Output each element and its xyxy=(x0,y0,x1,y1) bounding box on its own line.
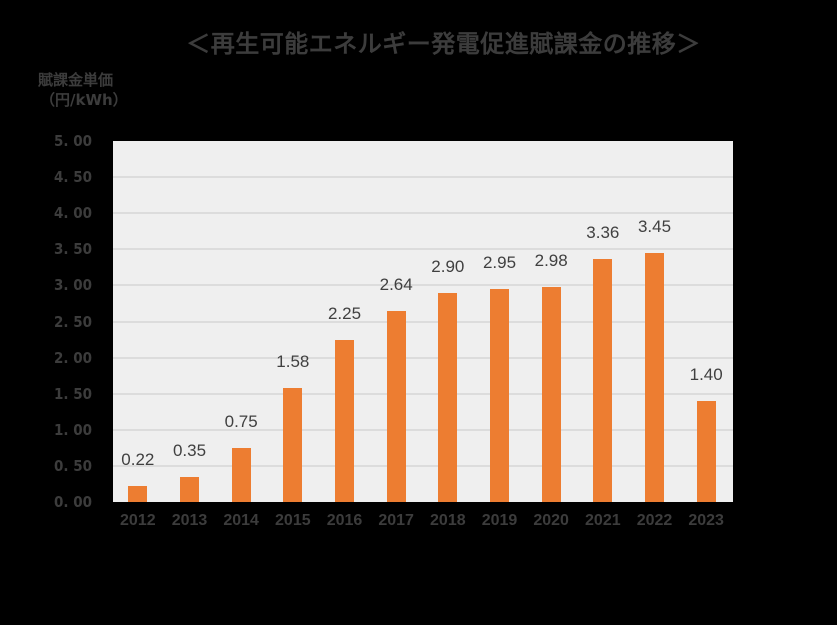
gridline xyxy=(113,248,733,251)
x-tick-label: 2022 xyxy=(636,512,673,529)
bar-2023 xyxy=(696,400,716,502)
value-label-2017: 2.64 xyxy=(379,275,413,295)
gridline xyxy=(113,356,733,359)
x-tick-label: 2023 xyxy=(688,512,724,529)
x-tick-label: 2013 xyxy=(171,512,208,529)
bar-2022 xyxy=(645,252,664,502)
plot-area xyxy=(113,141,733,502)
x-tick-label: 2018 xyxy=(430,512,466,529)
bar-2019 xyxy=(490,289,509,502)
value-label-2016: 2.25 xyxy=(327,303,362,323)
x-tick-label: 2015 xyxy=(275,512,311,529)
y-tick-label: 1. 00 xyxy=(54,420,92,439)
gridline xyxy=(113,320,733,323)
bar-2015 xyxy=(283,387,303,502)
value-label-2018: 2.90 xyxy=(431,256,465,276)
x-tick-label: 2021 xyxy=(585,512,621,529)
bar-2021 xyxy=(593,259,613,502)
bar-2014 xyxy=(231,447,251,502)
y-tick-label: 5. 00 xyxy=(54,132,92,150)
gridline xyxy=(113,464,733,467)
bar-2016 xyxy=(335,339,354,502)
bar-2020 xyxy=(541,286,561,502)
y-tick-label: 0. 50 xyxy=(54,456,92,475)
y-tick-label: 3. 50 xyxy=(54,240,92,259)
x-tick-label: 2019 xyxy=(481,512,518,529)
y-tick-label: 3. 00 xyxy=(54,276,92,295)
value-label-2019: 2.95 xyxy=(482,253,517,272)
x-tick-label: 2017 xyxy=(378,512,414,529)
y-tick-label: 0. 00 xyxy=(54,493,92,511)
gridline xyxy=(113,176,733,179)
x-tick-label: 2012 xyxy=(120,512,156,529)
x-tick-label: 2016 xyxy=(326,512,363,529)
y-tick-label: 2. 50 xyxy=(54,312,92,331)
y-axis-label-line1: 賦課金単価 xyxy=(38,71,114,89)
value-label-2022: 3.45 xyxy=(637,216,672,236)
gridline xyxy=(113,392,733,395)
value-label-2020: 2.98 xyxy=(534,250,568,270)
bar-2012 xyxy=(128,486,148,502)
value-label-2014: 0.75 xyxy=(224,411,258,431)
gridline xyxy=(113,428,733,431)
y-axis-label-line2: （円/kWh） xyxy=(40,91,128,109)
y-tick-label: 4. 50 xyxy=(54,168,92,187)
x-tick-label: 2020 xyxy=(533,512,569,529)
y-axis-label: 賦課金単価 （円/kWh） xyxy=(38,70,128,110)
bar-2013 xyxy=(180,476,199,502)
chart-title: ＜再生可能エネルギー発電促進賦課金の推移＞ xyxy=(186,30,701,58)
bar-2018 xyxy=(438,292,458,502)
value-label-2012: 0.22 xyxy=(121,450,155,470)
gridline xyxy=(113,284,733,287)
x-tick-label: 2014 xyxy=(223,512,259,529)
y-tick-label: 4. 00 xyxy=(54,204,92,223)
bar-2017 xyxy=(386,311,406,502)
value-label-2023: 1.40 xyxy=(689,364,723,384)
y-tick-label: 1. 50 xyxy=(54,384,92,403)
y-tick-label: 2. 00 xyxy=(54,348,92,367)
value-label-2015: 1.58 xyxy=(276,351,310,371)
value-label-2013: 0.35 xyxy=(172,440,207,460)
gridline xyxy=(113,212,733,215)
value-label-2021: 3.36 xyxy=(586,223,620,243)
